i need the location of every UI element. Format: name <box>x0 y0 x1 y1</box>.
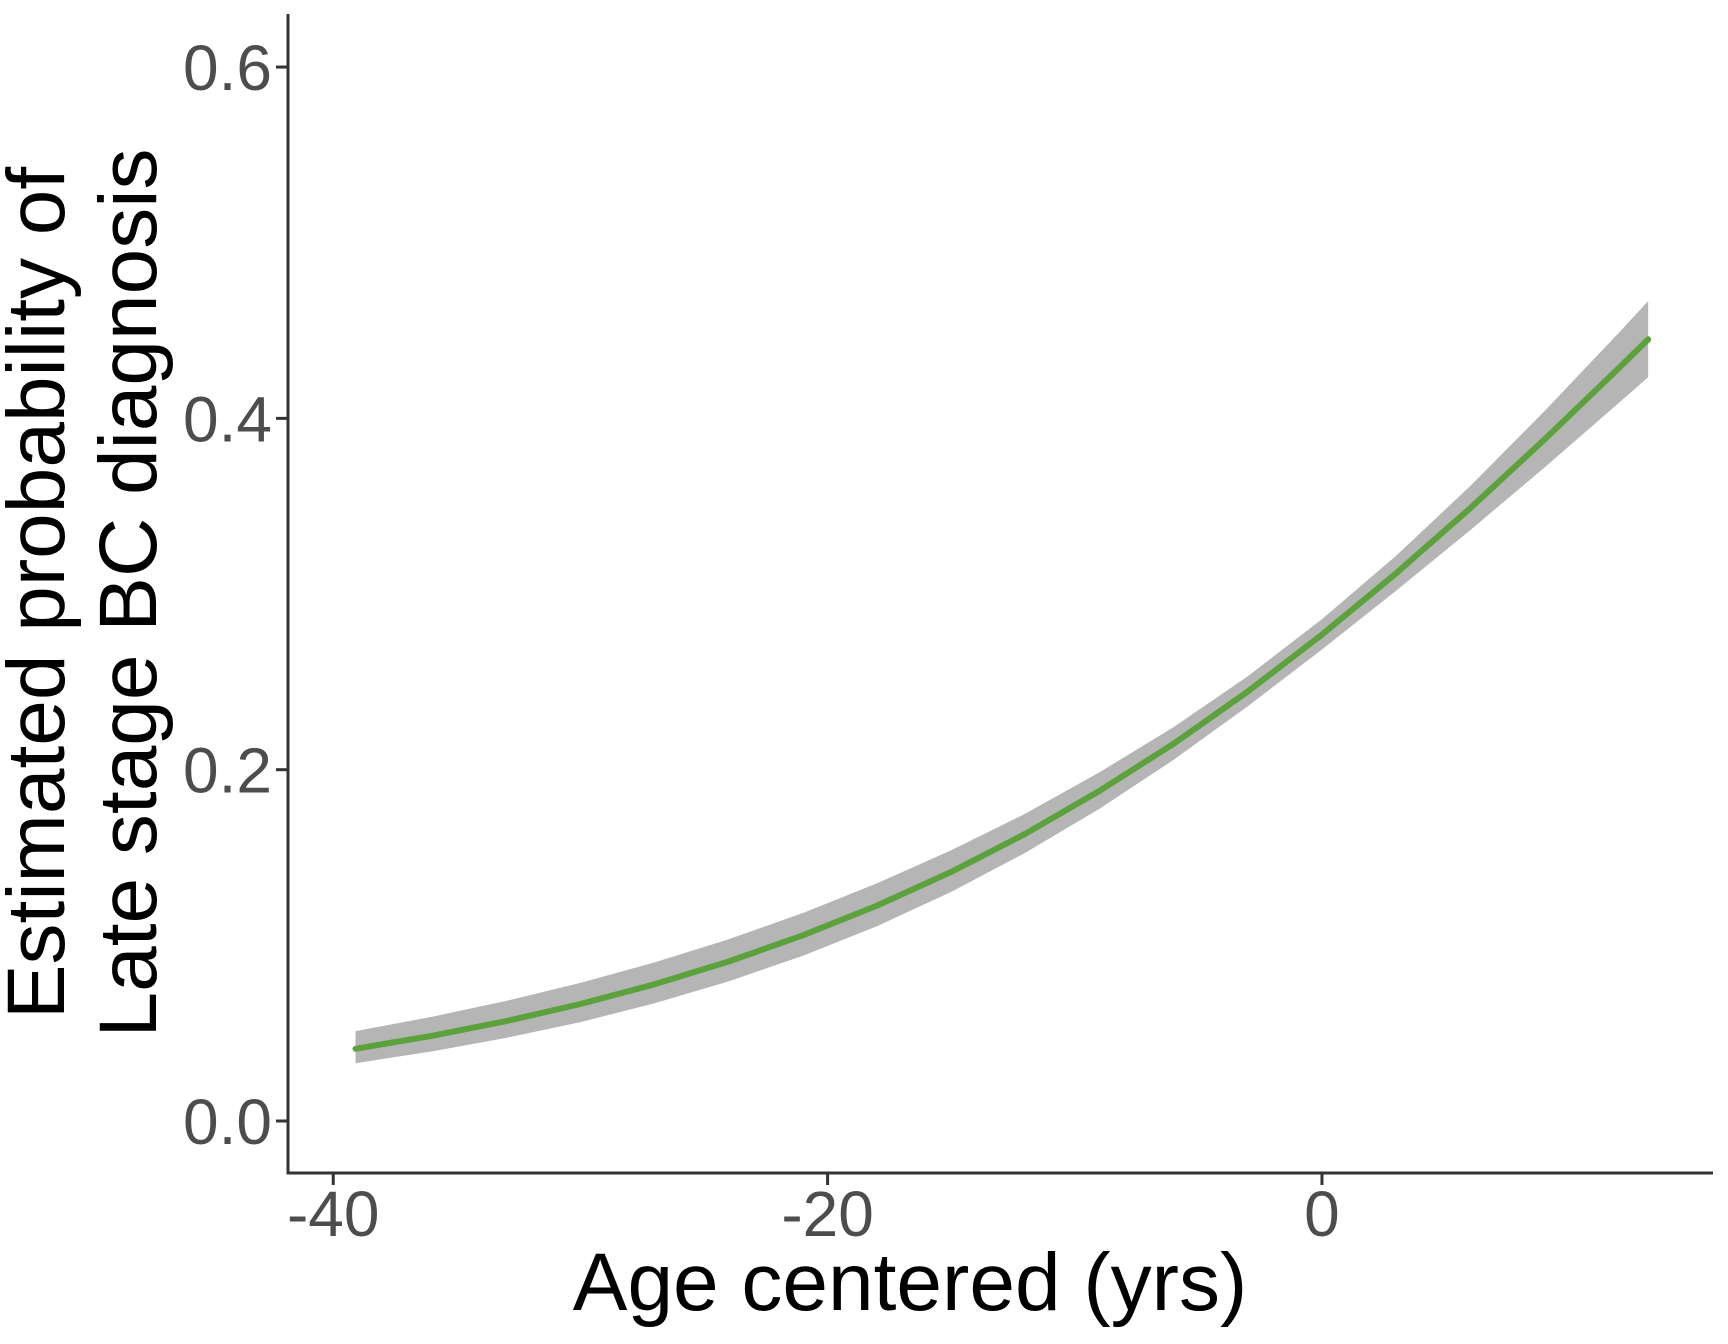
y-axis-title-line-1: Estimated probability of <box>0 166 82 1020</box>
x-tick-label: -40 <box>287 1178 380 1250</box>
probability-line-layer <box>352 336 1652 1052</box>
x-tick-label: 0 <box>1304 1178 1340 1250</box>
confidence-ribbon <box>355 301 1649 1064</box>
y-tick-label: 0.0 <box>183 1086 272 1158</box>
x-axis-title: Age centered (yrs) <box>572 1237 1248 1328</box>
confidence-ribbon-layer <box>355 301 1649 1064</box>
x-tick-label: -20 <box>781 1178 874 1250</box>
y-tick-label: 0.6 <box>183 32 272 104</box>
y-tick-label: 0.2 <box>183 735 272 807</box>
axis-layer <box>286 14 1713 1175</box>
probability-line <box>352 336 1652 1052</box>
tick-label-layer: -40 -20 0 0.0 0.2 0.4 0.6 <box>183 32 1340 1250</box>
tick-layer <box>276 65 1324 1185</box>
y-tick-label: 0.4 <box>183 383 272 455</box>
y-axis-title: Estimated probability of Late stage BC d… <box>0 0 181 1243</box>
y-axis-title-line-2: Late stage BC diagnosis <box>83 148 174 1038</box>
